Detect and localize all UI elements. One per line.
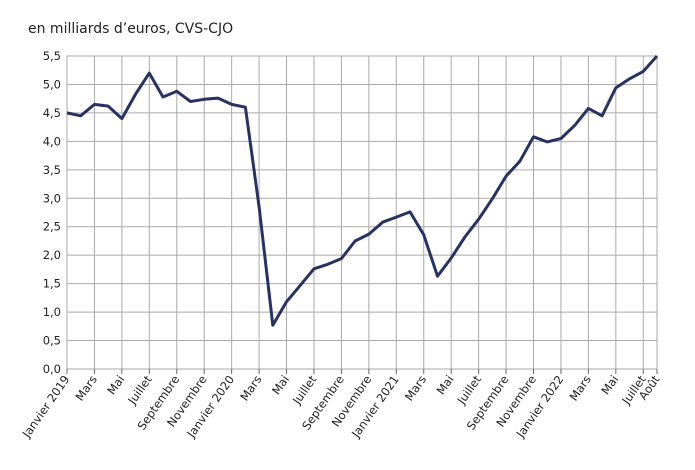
plot-frame bbox=[66, 55, 658, 370]
y-tick-label: 2,0 bbox=[43, 248, 61, 262]
y-tick-label: 1,0 bbox=[43, 305, 61, 319]
y-tick-label: 1,5 bbox=[43, 277, 61, 291]
x-tick-label: Mars bbox=[402, 373, 429, 404]
x-tick-label: Mars bbox=[237, 373, 264, 404]
y-tick-label: 4,0 bbox=[43, 134, 61, 148]
y-tick-label: 3,0 bbox=[43, 191, 61, 205]
data-line bbox=[66, 55, 659, 327]
y-tick-label: 4,5 bbox=[43, 106, 61, 120]
x-tick-label: Mai bbox=[434, 373, 457, 398]
x-tick-label: Mai bbox=[104, 373, 127, 398]
y-tick-label: 5,0 bbox=[43, 77, 61, 91]
x-tick-label: Mai bbox=[598, 373, 621, 398]
y-tick-label: 5,5 bbox=[43, 49, 61, 63]
x-tick-label: Mars bbox=[566, 373, 593, 404]
y-tick-label: 0,5 bbox=[43, 334, 61, 348]
x-tick-label: Mars bbox=[73, 373, 100, 404]
y-tick-label: 3,5 bbox=[43, 163, 61, 177]
y-tick-label: 0,0 bbox=[43, 362, 61, 376]
y-tick-label: 2,5 bbox=[43, 220, 61, 234]
x-tick-label: Mai bbox=[269, 373, 292, 398]
x-tick-label: Janvier 2019 bbox=[19, 373, 73, 441]
chart-title: en milliards d’euros, CVS-CJO bbox=[28, 21, 233, 37]
